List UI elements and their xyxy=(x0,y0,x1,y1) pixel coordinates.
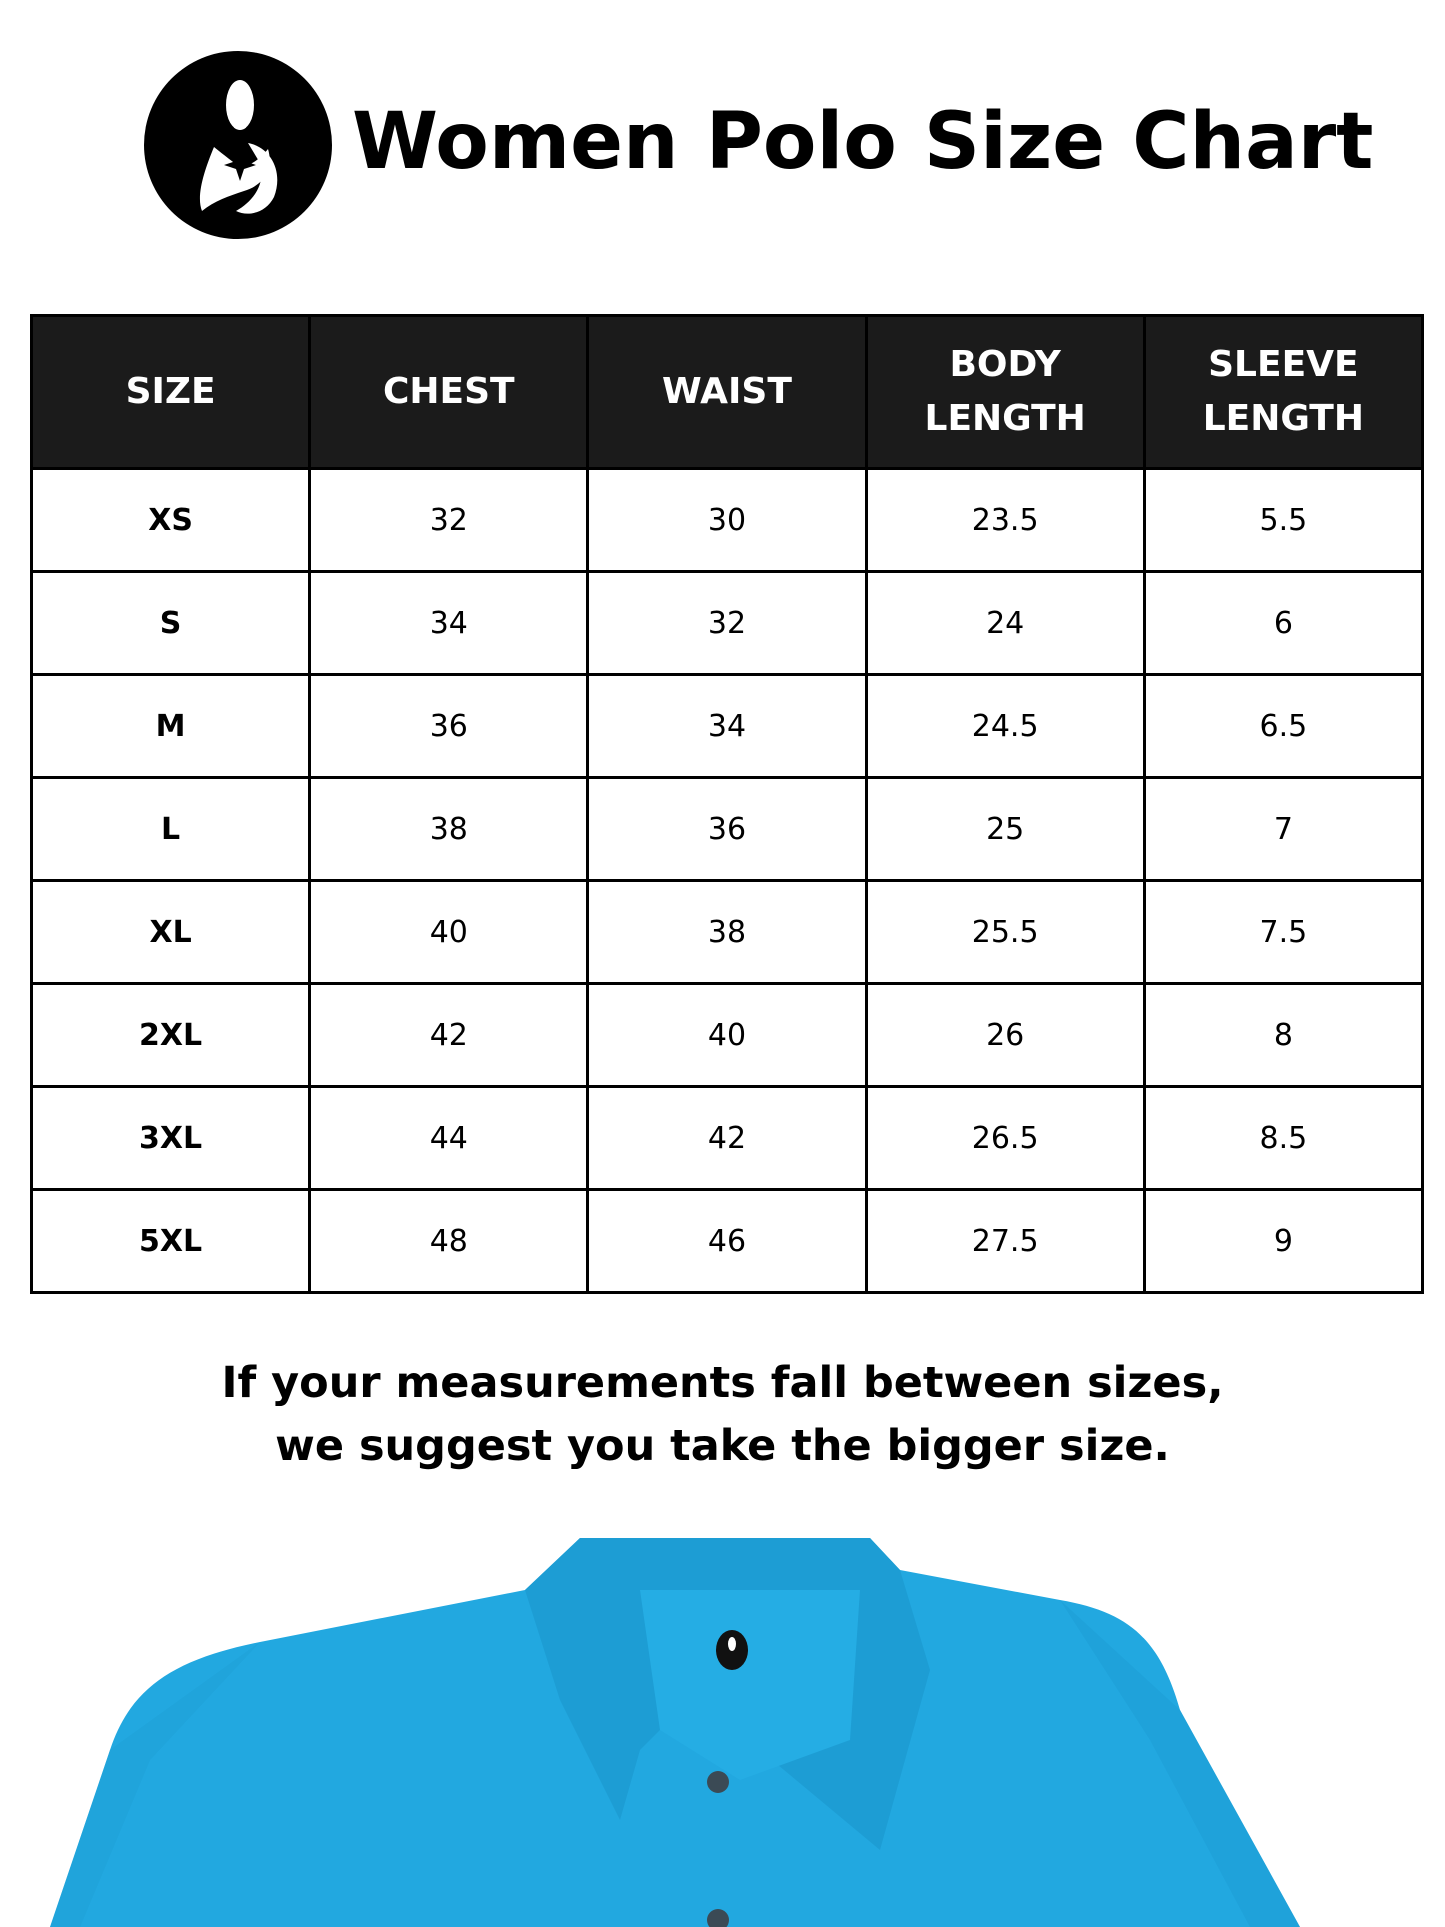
measurement-cell: 9 xyxy=(1142,1188,1425,1294)
table-header-row: SIZE CHEST WAIST BODY LENGTH SLEEVE LENGTH xyxy=(29,314,1425,470)
column-header: SIZE xyxy=(29,314,312,470)
measurement-cell: 7.5 xyxy=(1142,879,1425,985)
size-cell: XL xyxy=(29,879,312,985)
measurement-cell: 7 xyxy=(1142,776,1425,882)
measurement-cell: 25 xyxy=(864,776,1146,882)
note-line-1: If your measurements fall between sizes, xyxy=(221,1358,1224,1408)
column-header: BODY LENGTH xyxy=(864,314,1146,470)
measurement-cell: 6.5 xyxy=(1142,673,1425,779)
size-cell: 5XL xyxy=(29,1188,312,1294)
column-header: WAIST xyxy=(586,314,868,470)
measurement-cell: 34 xyxy=(586,673,868,779)
table-row: XL 40 38 25.5 7.5 xyxy=(29,879,1425,985)
measurement-cell: 32 xyxy=(308,467,590,573)
size-cell: S xyxy=(29,570,312,676)
polo-shirt-image xyxy=(50,1538,1300,1927)
measurement-cell: 38 xyxy=(308,776,590,882)
measurement-cell: 48 xyxy=(308,1188,590,1294)
size-cell: 3XL xyxy=(29,1085,312,1191)
table-row: 5XL 48 46 27.5 9 xyxy=(29,1188,1425,1294)
mother-child-logo-icon xyxy=(144,51,332,239)
size-cell: XS xyxy=(29,467,312,573)
measurement-cell: 42 xyxy=(586,1085,868,1191)
measurement-cell: 44 xyxy=(308,1085,590,1191)
column-header: SLEEVE LENGTH xyxy=(1142,314,1425,470)
measurement-cell: 6 xyxy=(1142,570,1425,676)
table-row: XS 32 30 23.5 5.5 xyxy=(29,467,1425,573)
column-header-line-2: LENGTH xyxy=(924,398,1086,439)
column-header-line-1: SIZE xyxy=(125,371,216,412)
measurement-cell: 36 xyxy=(586,776,868,882)
measurement-cell: 40 xyxy=(586,982,868,1088)
measurement-cell: 42 xyxy=(308,982,590,1088)
note-line-2: we suggest you take the bigger size. xyxy=(275,1421,1170,1471)
size-cell: 2XL xyxy=(29,982,312,1088)
size-cell: M xyxy=(29,673,312,779)
column-header-line-1: SLEEVE xyxy=(1208,344,1359,385)
measurement-cell: 40 xyxy=(308,879,590,985)
size-chart-table: SIZE CHEST WAIST BODY LENGTH SLEEVE LENGTH XS 3… xyxy=(29,314,1425,1294)
size-cell: L xyxy=(29,776,312,882)
measurement-cell: 25.5 xyxy=(864,879,1146,985)
table-row: S 34 32 24 6 xyxy=(29,570,1425,676)
table-row: 3XL 44 42 26.5 8.5 xyxy=(29,1085,1425,1191)
measurement-cell: 24 xyxy=(864,570,1146,676)
measurement-cell: 36 xyxy=(308,673,590,779)
measurement-cell: 32 xyxy=(586,570,868,676)
table-row: L 38 36 25 7 xyxy=(29,776,1425,882)
page-title: Women Polo Size Chart xyxy=(352,97,1374,187)
measurement-cell: 27.5 xyxy=(864,1188,1146,1294)
measurement-cell: 5.5 xyxy=(1142,467,1425,573)
measurement-cell: 30 xyxy=(586,467,868,573)
size-advice-note: If your measurements fall between sizes,… xyxy=(0,1352,1445,1478)
measurement-cell: 8 xyxy=(1142,982,1425,1088)
measurement-cell: 46 xyxy=(586,1188,868,1294)
measurement-cell: 8.5 xyxy=(1142,1085,1425,1191)
table-row: M 36 34 24.5 6.5 xyxy=(29,673,1425,779)
column-header-line-1: CHEST xyxy=(382,371,515,412)
measurement-cell: 24.5 xyxy=(864,673,1146,779)
measurement-cell: 26.5 xyxy=(864,1085,1146,1191)
column-header-line-1: WAIST xyxy=(662,371,792,412)
column-header-line-2: LENGTH xyxy=(1202,398,1364,439)
measurement-cell: 34 xyxy=(308,570,590,676)
column-header-line-1: BODY xyxy=(949,344,1061,385)
column-header: CHEST xyxy=(308,314,590,470)
measurement-cell: 26 xyxy=(864,982,1146,1088)
measurement-cell: 23.5 xyxy=(864,467,1146,573)
table-row: 2XL 42 40 26 8 xyxy=(29,982,1425,1088)
measurement-cell: 38 xyxy=(586,879,868,985)
